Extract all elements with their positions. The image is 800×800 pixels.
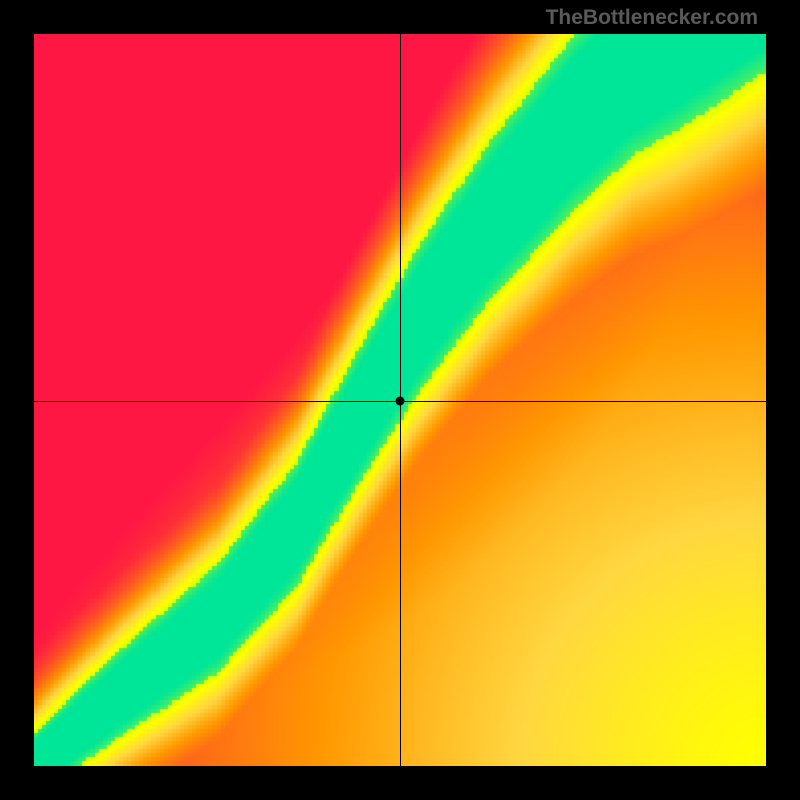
- marker-dot: [396, 397, 405, 406]
- watermark-text: TheBottlenecker.com: [546, 6, 758, 30]
- plot-area: [34, 34, 766, 766]
